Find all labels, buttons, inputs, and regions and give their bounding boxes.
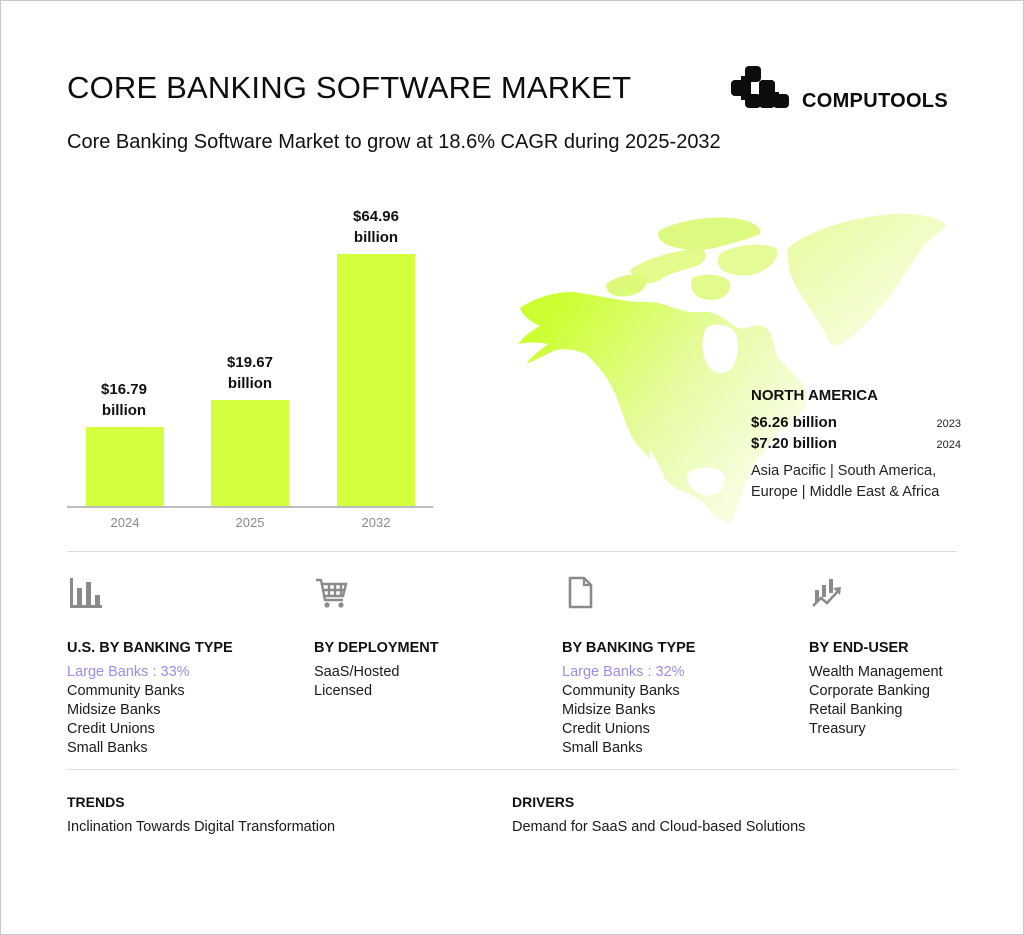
divider [67,769,957,770]
segment-item: Community Banks [562,683,680,699]
segment-heading: U.S. BY BANKING TYPE [67,640,233,656]
growth-chart-icon [812,579,841,607]
segment-item: Credit Unions [562,721,650,737]
segment-heading: BY BANKING TYPE [562,640,696,656]
north-america-map-icon [518,213,946,524]
other-regions-line: Europe | Middle East & Africa [751,484,940,500]
x-tick-2032: 2032 [361,515,391,530]
bar-2032 [337,254,415,506]
segment-end-user: BY END-USER Wealth Management Corporate … [809,576,1024,739]
divider [67,551,957,552]
bar-2024 [86,427,164,506]
segment-item: Treasury [809,721,866,737]
region-year: 2023 [936,418,961,430]
region-value: $7.20 billion [751,435,837,452]
segment-list: Wealth Management Corporate Banking Reta… [809,663,1024,739]
x-tick-2025: 2025 [235,515,265,530]
bar-value: $16.79 [101,381,147,398]
drivers-heading: DRIVERS [512,794,575,810]
page-subtitle: Core Banking Software Market to grow at … [67,131,721,153]
bar-unit: billion [227,375,273,392]
segment-banking-type: BY BANKING TYPE Large Banks : 32% Commun… [562,576,802,758]
other-regions: Asia Pacific | South America, Europe | M… [751,461,961,503]
document-icon [568,576,593,609]
segment-item: SaaS/Hosted [314,664,400,680]
computools-logo: COMPUTOOLS [731,66,961,112]
region-title: NORTH AMERICA [751,387,878,404]
bar-unit: billion [353,229,399,246]
segment-heading: BY END-USER [809,640,909,656]
bar-chart-icon [70,578,102,608]
x-axis [67,506,433,508]
region-year: 2024 [936,439,961,451]
x-tick-2024: 2024 [110,515,140,530]
bar-value: $64.96 [353,208,399,225]
other-regions-line: Asia Pacific | South America, [751,463,937,479]
segment-item: Retail Banking [809,702,903,718]
segment-deployment: BY DEPLOYMENT SaaS/Hosted Licensed [314,576,554,701]
segment-us-banking-type: U.S. BY BANKING TYPE Large Banks : 33% C… [67,576,307,758]
segment-item: Small Banks [562,740,643,756]
trends-heading: TRENDS [67,794,125,810]
segment-item: Small Banks [67,740,148,756]
logo-text: COMPUTOOLS [802,90,948,112]
bar-2025 [211,400,289,506]
segment-item: Midsize Banks [562,702,656,718]
bar-label-2025: $19.67 billion [190,352,310,394]
segment-item: Midsize Banks [67,702,161,718]
segment-item: Licensed [314,683,373,699]
segment-list: SaaS/Hosted Licensed [314,663,554,701]
page-title: CORE BANKING SOFTWARE MARKET [67,70,632,105]
segment-item: Wealth Management [809,664,943,680]
segment-heading: BY DEPLOYMENT [314,640,439,656]
region-value: $6.26 billion [751,414,837,431]
segment-highlight: Large Banks : 33% [67,664,190,680]
bar-unit: billion [101,402,147,419]
drivers-text: Demand for SaaS and Cloud-based Solution… [512,819,806,835]
segment-item: Corporate Banking [809,683,930,699]
bar-label-2032: $64.96 billion [316,206,436,248]
segment-list: Large Banks : 33% Community Banks Midsiz… [67,663,307,758]
north-america-stats: NORTH AMERICA $6.26 billion 2023 $7.20 b… [751,387,961,503]
computools-logo-icon [731,66,789,108]
segment-highlight: Large Banks : 32% [562,664,685,680]
trends-text: Inclination Towards Digital Transformati… [67,819,336,835]
segment-item: Community Banks [67,683,185,699]
bar-value: $19.67 [227,354,273,371]
shopping-cart-icon [316,578,348,608]
segment-list: Large Banks : 32% Community Banks Midsiz… [562,663,802,758]
region-row-2024: $7.20 billion 2024 [751,435,961,452]
segment-item: Credit Unions [67,721,155,737]
bar-label-2024: $16.79 billion [64,379,184,421]
region-row-2023: $6.26 billion 2023 [751,414,961,431]
